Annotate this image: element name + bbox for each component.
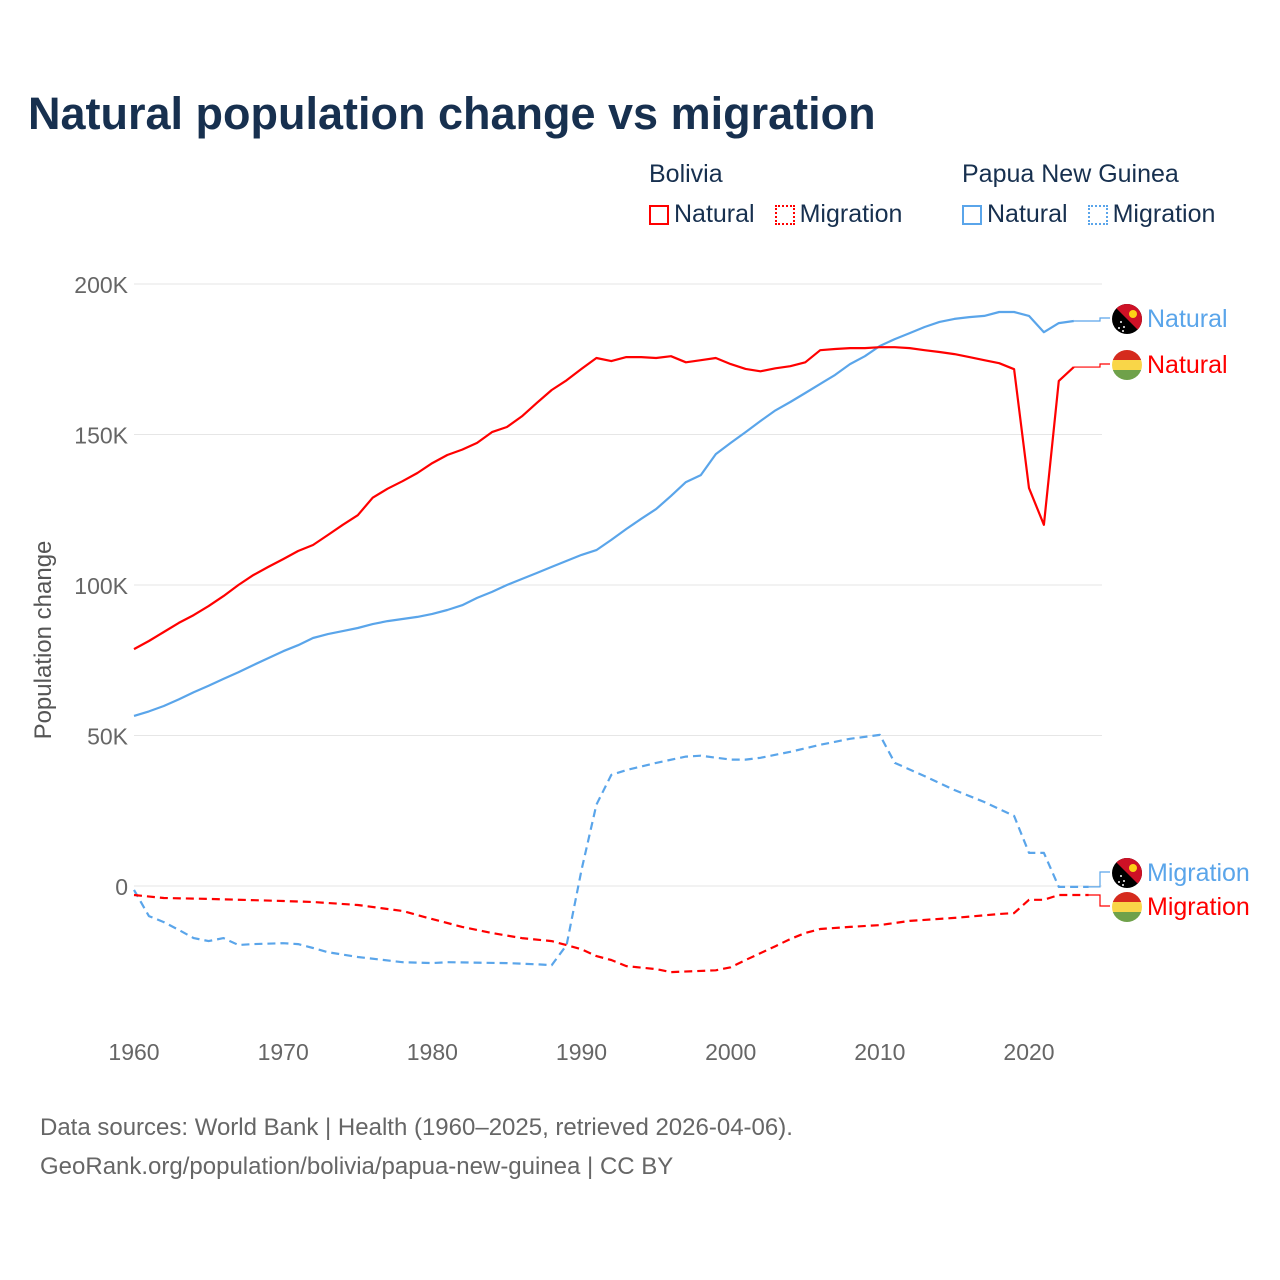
x-tick-label: 1980 <box>407 1039 458 1065</box>
chart-title: Natural population change vs migration <box>28 88 876 139</box>
end-label: Migration <box>1147 859 1250 887</box>
y-axis-ticks: 0 50K 100K 150K 200K <box>74 272 128 900</box>
end-label: Natural <box>1147 351 1228 379</box>
flag-star <box>1120 321 1122 323</box>
data-source-note: Data sources: World Bank | Health (1960–… <box>40 1114 793 1141</box>
bolivia-flag-icon <box>1112 350 1142 380</box>
source-link[interactable]: GeoRank.org/population/bolivia/papua-new… <box>40 1153 674 1180</box>
legend-item-bolivia-natural[interactable]: Natural <box>649 200 755 229</box>
flag-star <box>1122 330 1124 332</box>
y-tick-label: 200K <box>74 272 128 298</box>
y-tick-label: 0 <box>115 874 128 900</box>
flag-yellow <box>1112 902 1142 912</box>
legend-label: Migration <box>1112 200 1216 228</box>
solid-swatch-icon <box>649 204 669 225</box>
y-axis-title: Population change <box>30 541 57 740</box>
dotted-swatch-icon <box>774 204 795 225</box>
x-tick-label: 2000 <box>705 1039 756 1065</box>
flag-star <box>1123 880 1125 882</box>
series-line-bolivia-migration <box>133 893 1089 974</box>
papua-new-guinea-flag-icon <box>1112 304 1142 334</box>
y-tick-label: 50K <box>87 724 129 750</box>
flag-yellow <box>1112 360 1142 370</box>
legend-item-bolivia-migration[interactable]: Migration <box>774 200 903 229</box>
gridlines <box>134 283 1102 887</box>
legend-item-png-migration[interactable]: Migration <box>1087 200 1216 229</box>
flag-star <box>1118 881 1120 883</box>
end-label-connector <box>1073 363 1110 368</box>
end-label-connector <box>1088 894 1110 907</box>
flag-bird <box>1129 310 1137 318</box>
y-tick-label: 150K <box>74 423 128 449</box>
footer: Data sources: World Bank | Health (1960–… <box>40 1108 793 1186</box>
flag-red <box>1112 892 1142 902</box>
x-tick-label: 1990 <box>556 1039 607 1065</box>
legend-item-png-natural[interactable]: Natural <box>962 200 1068 229</box>
end-label-connector <box>1073 317 1110 322</box>
flag-star <box>1122 884 1124 886</box>
legend-label: Natural <box>987 200 1068 228</box>
papua-new-guinea-flag-icon <box>1112 858 1142 888</box>
series-line-papua-new-guinea-natural <box>133 310 1074 717</box>
flag-star <box>1123 326 1125 328</box>
flag-green <box>1112 370 1142 380</box>
legend-group-png: Papua New Guinea Natural Migration <box>962 160 1215 229</box>
end-label: Migration <box>1147 893 1250 921</box>
legend-label: Migration <box>799 200 903 228</box>
legend-group-name: Bolivia <box>649 160 723 188</box>
bolivia-flag-icon <box>1112 892 1142 922</box>
series-line-bolivia-natural <box>133 346 1075 651</box>
x-tick-label: 1960 <box>108 1039 159 1065</box>
solid-swatch-icon <box>962 204 982 225</box>
legend-group-bolivia: Bolivia Natural Migration <box>649 160 902 229</box>
series-lines <box>133 310 1089 974</box>
x-tick-label: 1970 <box>258 1039 309 1065</box>
end-labels: Natural Natural Migration Migration <box>1073 304 1250 922</box>
end-label: Natural <box>1147 305 1228 333</box>
x-axis-ticks: 1960 1970 1980 1990 2000 2010 2020 <box>108 1039 1054 1065</box>
series-line-papua-new-guinea-migration <box>133 733 1089 967</box>
legend-label: Natural <box>674 200 755 228</box>
x-tick-label: 2010 <box>854 1039 905 1065</box>
y-tick-label: 100K <box>74 573 128 599</box>
flag-star <box>1118 327 1120 329</box>
flag-green <box>1112 912 1142 922</box>
dotted-swatch-icon <box>1087 204 1108 225</box>
flag-star <box>1120 875 1122 877</box>
end-label-connector <box>1088 871 1110 888</box>
flag-red <box>1112 350 1142 360</box>
x-tick-label: 2020 <box>1003 1039 1054 1065</box>
legend-group-name: Papua New Guinea <box>962 160 1179 188</box>
flag-bird <box>1129 864 1137 872</box>
